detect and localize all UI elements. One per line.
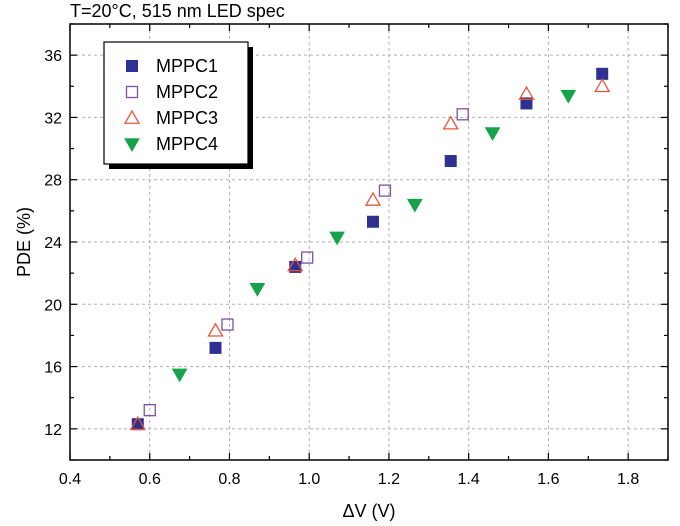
mppc2-point (456, 108, 469, 121)
y-tick-label: 32 (44, 110, 62, 127)
legend-label-mppc1: MPPC1 (156, 56, 218, 76)
x-tick-label: 1.4 (458, 471, 480, 488)
series-mppc1 (131, 67, 609, 431)
y-tick-label: 36 (44, 48, 62, 65)
x-tick-label: 0.8 (218, 471, 240, 488)
mppc2-point (301, 251, 314, 264)
mppc2-point (378, 184, 392, 197)
legend-label-mppc2: MPPC2 (156, 82, 218, 102)
mppc4-point (329, 231, 345, 246)
tick-labels: 0.4 0.6 0.8 1.0 1.2 1.4 1.6 1.8 12 16 20 24 28 32 36 (44, 48, 639, 488)
mppc1-point (366, 215, 379, 228)
mppc2-point (221, 318, 234, 331)
mppc1-point (520, 97, 533, 110)
series-mppc4 (171, 89, 577, 383)
y-tick-label: 12 (44, 422, 62, 439)
legend-label-mppc3: MPPC3 (156, 108, 218, 128)
mppc4-point (560, 89, 577, 104)
x-tick-label: 1.2 (378, 471, 400, 488)
mppc2-point (143, 404, 156, 417)
grid-lines (69, 24, 668, 460)
mppc1-point (444, 155, 457, 168)
mppc1-point (209, 341, 222, 354)
y-tick-label: 16 (44, 360, 62, 377)
y-axis-title: PDE (%) (14, 207, 34, 277)
legend-marker-mppc1 (126, 60, 138, 72)
legend-label-mppc4: MPPC4 (156, 134, 218, 154)
legend-marker-mppc2 (125, 85, 139, 99)
x-tick-label: 0.6 (139, 471, 161, 488)
legend: MPPC1 MPPC2 MPPC3 MPPC4 (103, 41, 253, 169)
mppc3-point (129, 415, 146, 431)
series-mppc3 (129, 77, 611, 431)
mppc3-point (518, 85, 535, 100)
chart-title: T=20°C, 515 nm LED spec (70, 1, 285, 21)
mppc3-point (364, 191, 382, 206)
mppc3-point (287, 257, 304, 272)
mppc4-point (249, 282, 266, 297)
axis-ticks (69, 23, 669, 461)
mppc3-point (207, 322, 224, 337)
x-tick-label: 0.4 (59, 471, 81, 488)
mppc1-point (596, 67, 609, 80)
legend-marker-mppc3 (123, 109, 141, 124)
legend-marker-mppc4 (124, 138, 140, 153)
y-tick-label: 28 (44, 173, 62, 190)
mppc4-point (406, 198, 423, 213)
x-tick-label: 1.8 (617, 471, 639, 488)
series-mppc2 (143, 108, 469, 417)
mppc4-point (171, 368, 188, 383)
y-tick-label: 24 (44, 235, 62, 252)
data-markers (129, 67, 611, 431)
x-tick-label: 1.0 (298, 471, 320, 488)
y-tick-label: 20 (44, 297, 62, 314)
mppc3-point (442, 115, 459, 130)
mppc4-point (484, 127, 501, 142)
mppc3-point (594, 77, 611, 93)
x-tick-label: 1.6 (537, 471, 559, 488)
x-axis-title: ΔV (V) (342, 501, 395, 521)
